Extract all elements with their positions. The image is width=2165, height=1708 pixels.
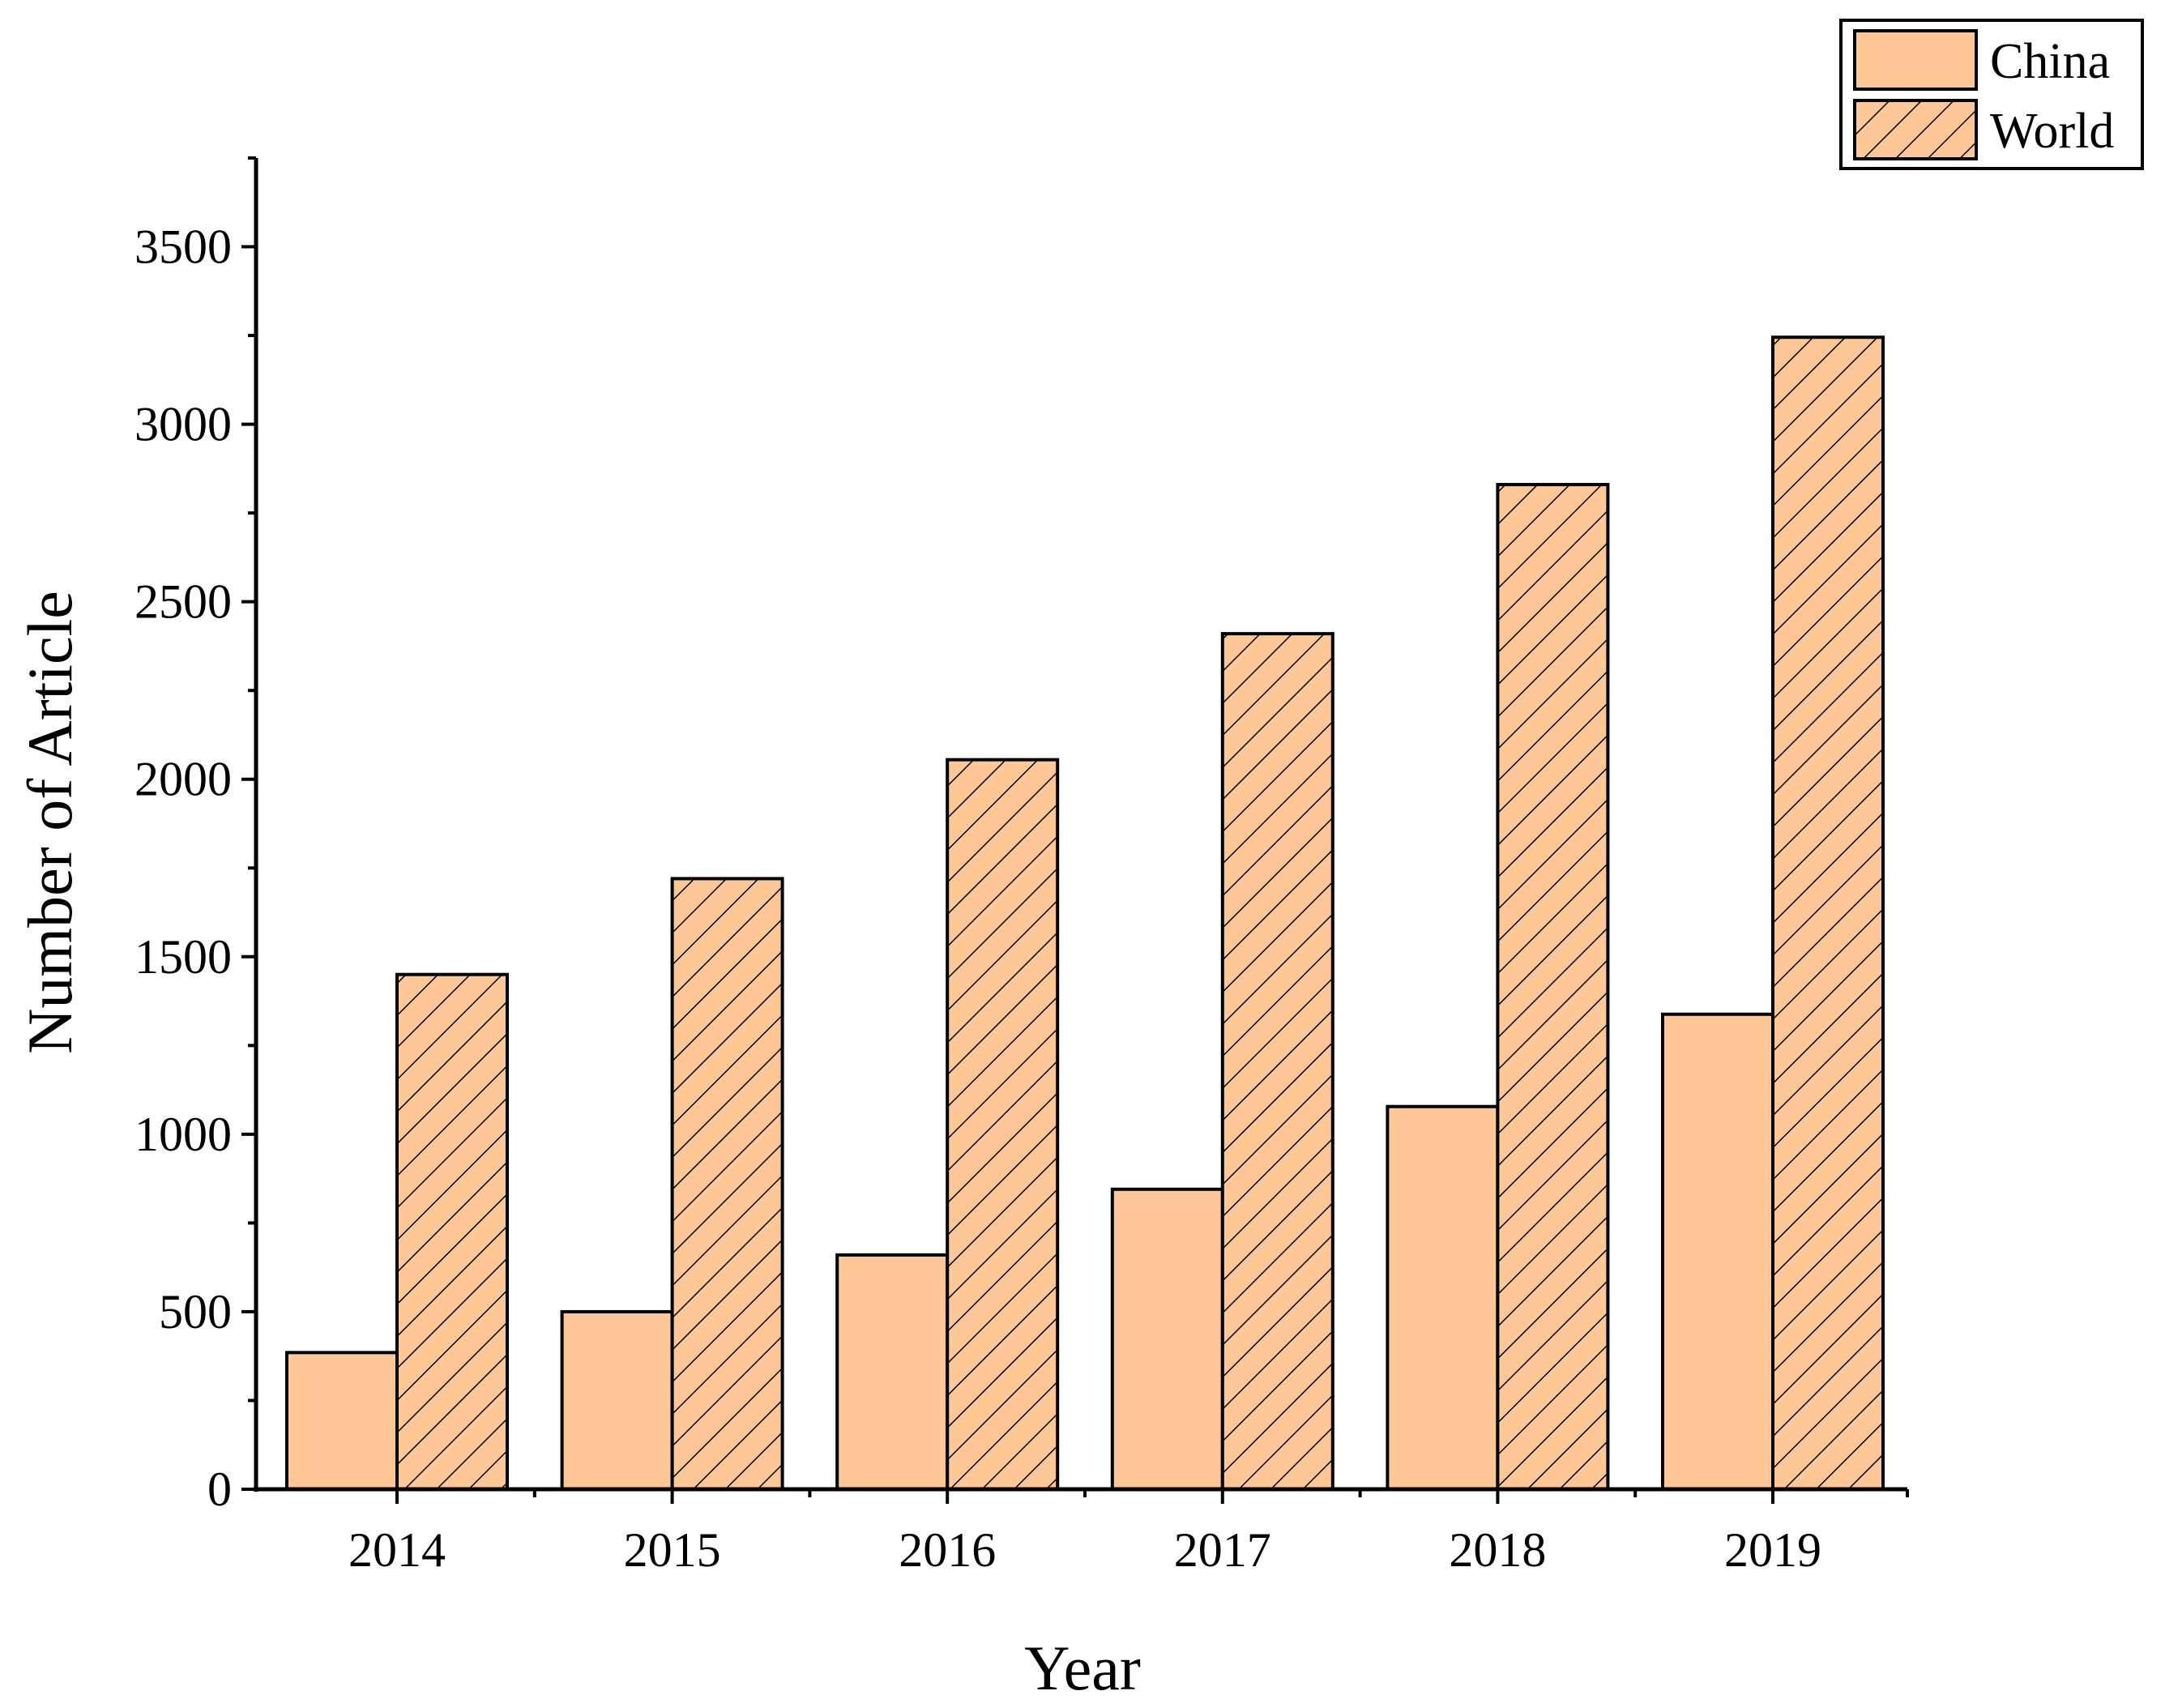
x-tick-label-2019: 2019 [1724,1523,1821,1577]
bar-world-2016 [946,758,1060,1491]
y-axis: 0 500 1000 1500 2000 2500 3000 3500 [135,156,258,1516]
bar-world-2014 [395,972,509,1491]
x-tick-label-2017: 2017 [1174,1523,1271,1577]
x-axis: 2014 2015 2016 2017 2018 2019 [254,1487,1909,1577]
bar-china-2014 [285,1351,399,1492]
y-tick-label-500: 500 [159,1285,232,1339]
y-tick-label-1500: 1500 [135,930,232,984]
y-tick-label-3000: 3000 [135,398,232,451]
legend: China World [1839,19,2144,170]
bar-china-2018 [1386,1104,1500,1491]
x-axis-title: Year [1024,1633,1141,1703]
x-tick-label-2018: 2018 [1449,1523,1546,1577]
y-tick-label-2500: 2500 [135,575,232,629]
legend-label-world: World [1990,104,2114,159]
bar-world-2015 [670,877,784,1491]
bar-china-2015 [560,1309,674,1492]
bar-china-2016 [835,1253,950,1492]
bar-world-2017 [1220,632,1334,1492]
x-tick-label-2016: 2016 [899,1523,996,1577]
legend-swatch-world [1853,99,1978,160]
bar-china-2019 [1661,1012,1774,1491]
y-axis-title: Number of Article [15,591,85,1054]
bar-world-2018 [1496,483,1610,1491]
y-tick-label-3500: 3500 [135,220,232,274]
x-tick-label-2015: 2015 [624,1523,721,1577]
bar-china-2017 [1110,1187,1224,1491]
y-tick-label-0: 0 [207,1462,232,1516]
legend-label-china: China [1990,34,2110,89]
y-tick-label-2000: 2000 [135,753,232,806]
bars-group [285,335,1885,1492]
bar-world-2019 [1771,335,1885,1491]
y-tick-label-1000: 1000 [135,1108,232,1161]
x-tick-label-2014: 2014 [348,1523,446,1577]
legend-swatch-china [1853,29,1978,91]
